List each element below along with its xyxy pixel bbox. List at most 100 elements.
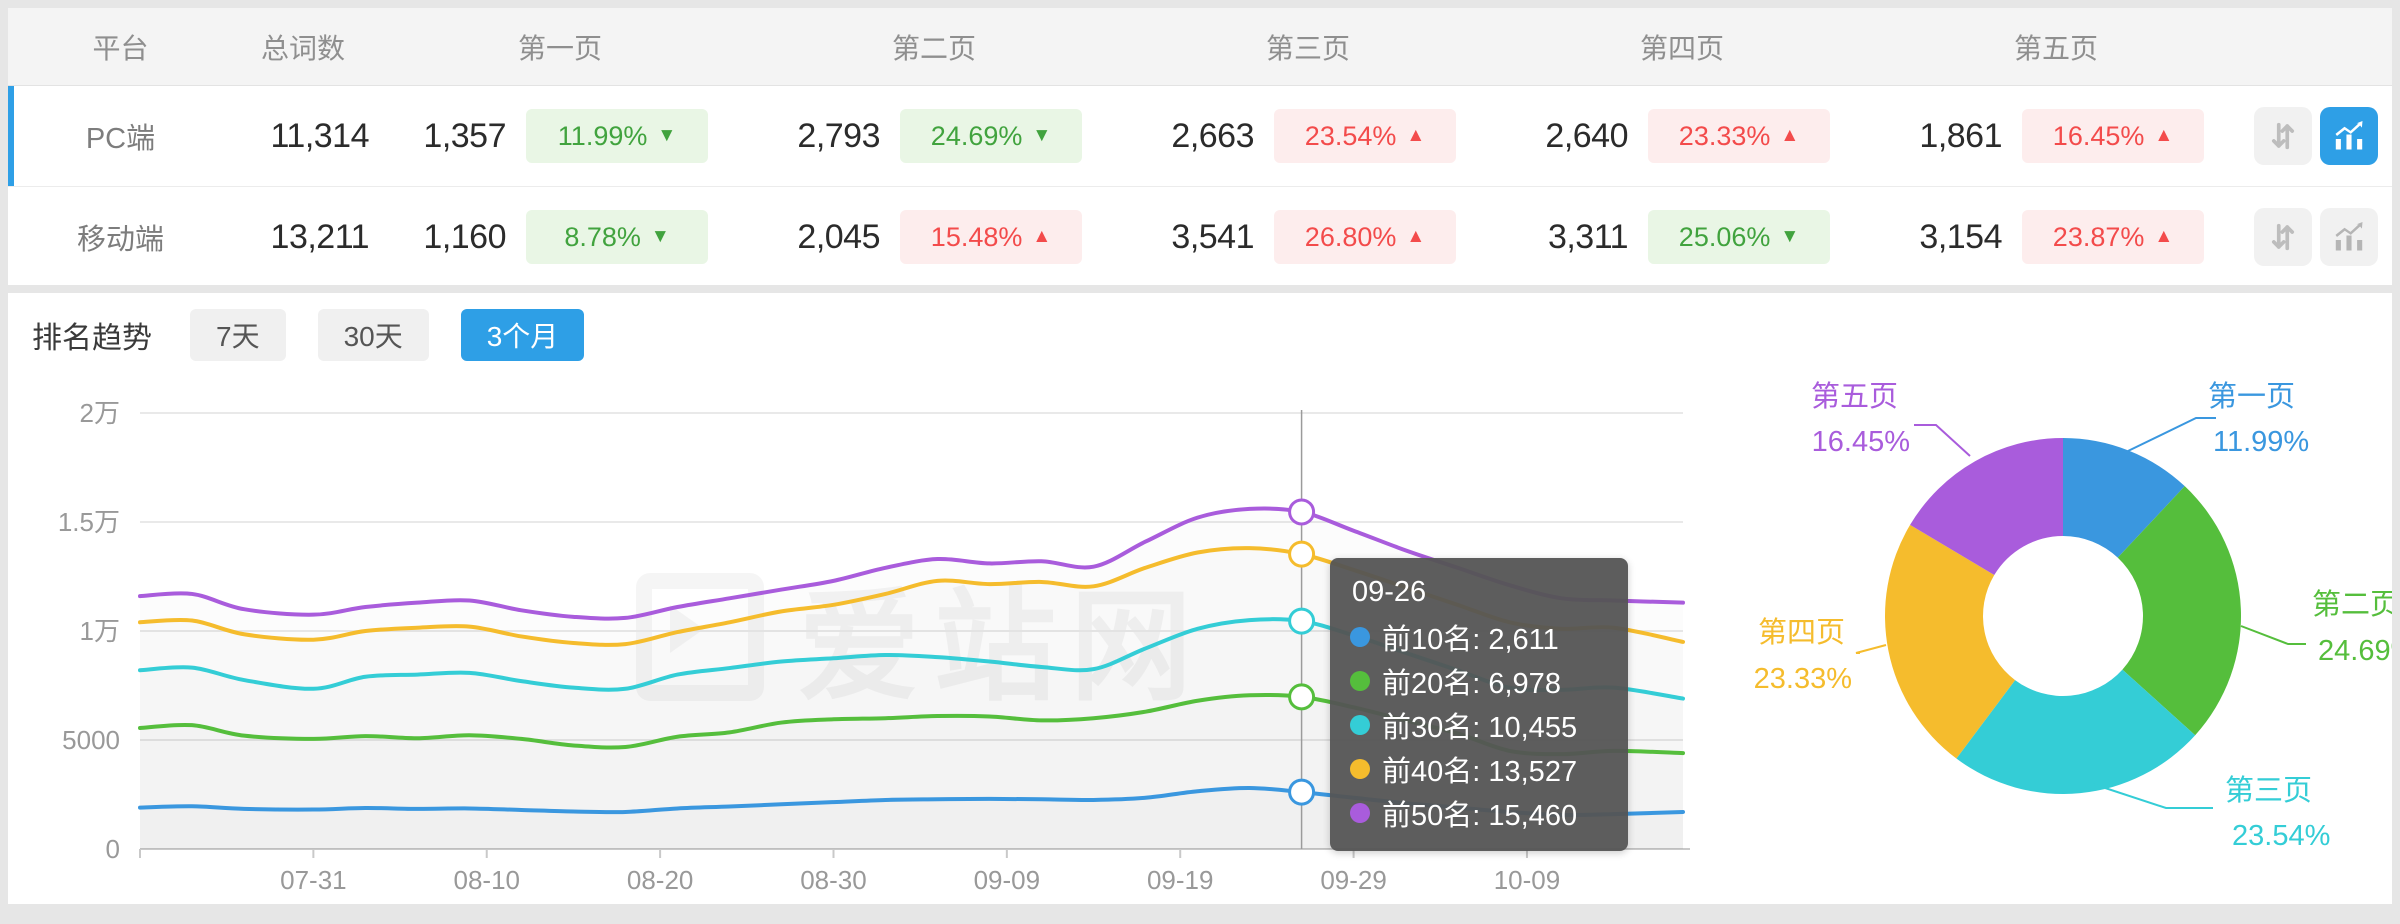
x-axis-label: 08-30 [800,865,867,895]
donut-label-pct-page1: 11.99% [2213,426,2309,458]
x-axis-label: 08-20 [627,865,694,895]
donut-label-name-page1: 第一页 [2208,380,2295,413]
tooltip-item: 前20名: 6,978 [1350,659,1608,703]
col-header-page1: 第一页 [517,32,602,64]
series-line-top50 [138,506,1685,621]
page-share-donut-chart[interactable]: 第一页 11.99% 第二页 24.69% 第三页 23.54% 第四页 23.33% 第五页 1… [1708,338,2392,904]
arrow-down-icon: ▼ [657,125,677,146]
page2-count: 2,793 [797,116,880,155]
donut-label-name-page4: 第四页 [1758,616,1845,649]
y-axis-label: 1.5万 [58,507,120,537]
tooltip-item-text: 前40名: 13,527 [1382,756,1578,788]
donut-slice-page4[interactable] [1885,524,2016,759]
table-row-pc[interactable]: PC端 11,314 1,357 11.99% ▼ 2,793 24.69% ▼ 2,663 23… [8,86,2392,187]
y-axis-label: 2万 [80,398,120,428]
donut-slice-page3[interactable] [1956,669,2196,794]
trend-chart-icon [2335,121,2363,150]
page4-change-badge: 25.06% ▼ [1648,210,1830,264]
donut-slice-page1[interactable] [2063,438,2185,558]
series-dot-icon [1350,627,1370,647]
sort-button[interactable] [2254,107,2312,165]
arrow-down-icon: ▼ [650,226,670,247]
col-header-page5: 第五页 [2013,32,2098,64]
donut-label-line-page1 [2127,417,2216,452]
col-header-total: 总词数 [260,32,345,64]
sort-arrows-icon [2271,122,2295,150]
col-header-page4: 第四页 [1639,32,1724,64]
page2-change-badge: 24.69% ▼ [900,109,1082,163]
page5-change-badge: 23.87% ▲ [2022,210,2204,264]
x-axis-label: 09-19 [1147,865,1214,895]
page3-change-badge: 26.80% ▲ [1274,210,1456,264]
total-keywords-value: 11,314 [270,116,370,155]
page3-count: 3,541 [1171,217,1254,256]
y-axis-label: 0 [106,834,120,864]
tab-7-days[interactable]: 7天 [190,309,286,361]
x-axis-label: 09-29 [1320,865,1387,895]
series-dot-icon [1350,759,1370,779]
tooltip-item: 前10名: 2,611 [1350,615,1608,659]
col-header-page3: 第三页 [1265,32,1350,64]
page4-count: 3,311 [1547,217,1629,256]
arrow-up-icon: ▲ [1780,125,1800,146]
arrow-up-icon: ▲ [1032,226,1052,247]
page1-count: 1,160 [423,217,506,256]
sort-button[interactable] [2254,208,2312,266]
series-dot-icon [1350,803,1370,823]
table-row-mobile[interactable]: 移动端 13,211 1,160 8.78% ▼ 2,045 15.48% ▲ 3,541 26.… [8,187,2392,288]
tab-3-months[interactable]: 3个月 [460,309,585,361]
page3-count: 2,663 [1171,116,1254,155]
sort-arrows-icon [2271,223,2295,251]
arrow-down-icon: ▼ [1032,125,1052,146]
donut-label-line-page5 [1914,424,1971,457]
platform-label: PC端 [85,123,156,155]
donut-slice-page2[interactable] [2117,486,2241,736]
tab-30-days[interactable]: 30天 [317,309,429,361]
donut-label-line-page3 [2092,783,2213,809]
hover-point-top10 [1288,778,1316,806]
trend-chart-icon [2335,222,2363,251]
arrow-up-icon: ▲ [2154,226,2174,247]
tooltip-item: 前40名: 13,527 [1350,747,1608,791]
donut-label-name-page2: 第二页 [2312,588,2392,621]
hover-point-top30 [1288,607,1316,635]
page1-count: 1,357 [423,116,506,155]
tooltip-item-text: 前10名: 2,611 [1382,624,1559,656]
arrow-up-icon: ▲ [1406,125,1426,146]
trend-section-title: 排名趋势 [32,322,152,355]
table-header: 平台 总词数 第一页 第二页 第三页 第四页 第五页 [8,8,2392,86]
total-keywords-value: 13,211 [270,217,370,256]
show-trend-button[interactable] [2320,208,2378,266]
tooltip-item-text: 前20名: 6,978 [1382,668,1561,700]
page3-change-badge: 23.54% ▲ [1274,109,1456,163]
col-header-page2: 第二页 [891,32,976,64]
hover-point-top40 [1288,540,1316,568]
donut-label-pct-page3: 23.54% [2232,820,2330,852]
page2-count: 2,045 [797,217,880,256]
arrow-down-icon: ▼ [1780,226,1800,247]
tooltip-item: 前50名: 15,460 [1350,791,1608,835]
donut-slice-page5[interactable] [1910,438,2063,576]
series-dot-icon [1350,715,1370,735]
show-trend-button[interactable] [2320,107,2378,165]
page4-change-badge: 23.33% ▲ [1648,109,1830,163]
x-axis-label: 07-31 [280,865,347,895]
donut-label-name-page3: 第三页 [2225,774,2312,807]
donut-label-pct-page5: 16.45% [1812,426,1910,458]
tooltip-item-text: 前30名: 10,455 [1382,712,1578,744]
tooltip-item-text: 前50名: 15,460 [1382,800,1578,832]
x-axis-label: 09-09 [974,865,1041,895]
platform-label: 移动端 [76,224,164,256]
dashboard-panel: 平台 总词数 第一页 第二页 第三页 第四页 第五页 PC端 11,314 1,35… [0,8,2400,904]
arrow-up-icon: ▲ [1406,226,1426,247]
donut-label-pct-page2: 24.69% [2318,635,2392,667]
x-axis-label: 10-09 [1494,865,1561,895]
x-axis-label: 08-10 [453,865,520,895]
col-header-platform: 平台 [92,32,149,64]
page5-count: 3,154 [1919,217,2002,256]
table-body: PC端 11,314 1,357 11.99% ▼ 2,793 24.69% ▼ 2,663 23… [8,86,2392,288]
page4-count: 2,640 [1545,116,1628,155]
section-divider [0,285,2400,293]
chart-tooltip: 09-26 前10名: 2,611 前20名: 6,978 前30名: 10,455… [1330,558,1628,851]
page1-change-badge: 8.78% ▼ [526,210,708,264]
